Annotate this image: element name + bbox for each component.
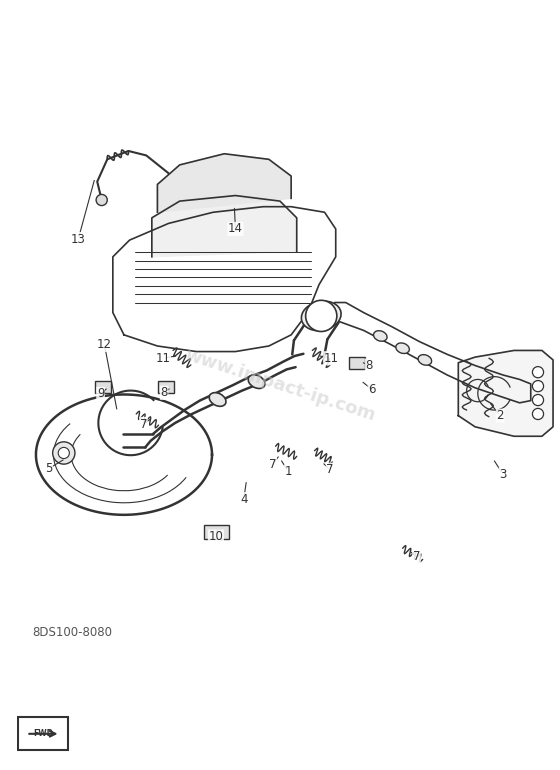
Text: 7: 7 <box>140 417 147 430</box>
Circle shape <box>306 300 337 332</box>
Circle shape <box>533 367 544 378</box>
Ellipse shape <box>248 375 265 389</box>
Text: 8: 8 <box>366 359 373 372</box>
Polygon shape <box>458 350 553 437</box>
Text: 7: 7 <box>269 457 277 470</box>
Polygon shape <box>113 206 336 352</box>
Text: 5: 5 <box>45 462 53 475</box>
Circle shape <box>533 408 544 420</box>
Text: 1: 1 <box>284 465 292 478</box>
Text: 3: 3 <box>499 467 507 480</box>
Polygon shape <box>157 154 291 213</box>
FancyBboxPatch shape <box>18 718 68 750</box>
Circle shape <box>533 380 544 392</box>
Polygon shape <box>152 196 297 257</box>
Text: 8DS100-8080: 8DS100-8080 <box>32 626 112 639</box>
Text: 8: 8 <box>160 387 168 400</box>
Text: 4: 4 <box>240 493 248 506</box>
Text: 11: 11 <box>324 352 339 365</box>
Text: 12: 12 <box>97 338 112 351</box>
Text: 14: 14 <box>228 223 243 236</box>
Ellipse shape <box>374 330 387 341</box>
Polygon shape <box>333 303 531 403</box>
Text: 2: 2 <box>496 409 504 422</box>
Circle shape <box>96 195 108 206</box>
Text: 9: 9 <box>97 387 104 400</box>
FancyBboxPatch shape <box>95 381 111 393</box>
Ellipse shape <box>209 393 226 407</box>
Text: 7: 7 <box>326 464 334 476</box>
Circle shape <box>53 442 75 464</box>
Ellipse shape <box>418 355 432 365</box>
Circle shape <box>58 447 69 459</box>
Text: 7: 7 <box>413 550 420 563</box>
Ellipse shape <box>301 301 341 330</box>
Text: 6: 6 <box>368 383 376 396</box>
Text: 13: 13 <box>71 233 86 246</box>
Text: 11: 11 <box>156 352 170 365</box>
Ellipse shape <box>396 343 409 353</box>
FancyBboxPatch shape <box>349 357 365 369</box>
Text: 10: 10 <box>208 530 223 543</box>
FancyBboxPatch shape <box>158 381 174 393</box>
Polygon shape <box>36 394 212 515</box>
Text: www.impact-ip.com: www.impact-ip.com <box>183 346 377 424</box>
FancyBboxPatch shape <box>204 525 229 539</box>
Circle shape <box>533 394 544 406</box>
Text: FWD: FWD <box>34 729 53 738</box>
